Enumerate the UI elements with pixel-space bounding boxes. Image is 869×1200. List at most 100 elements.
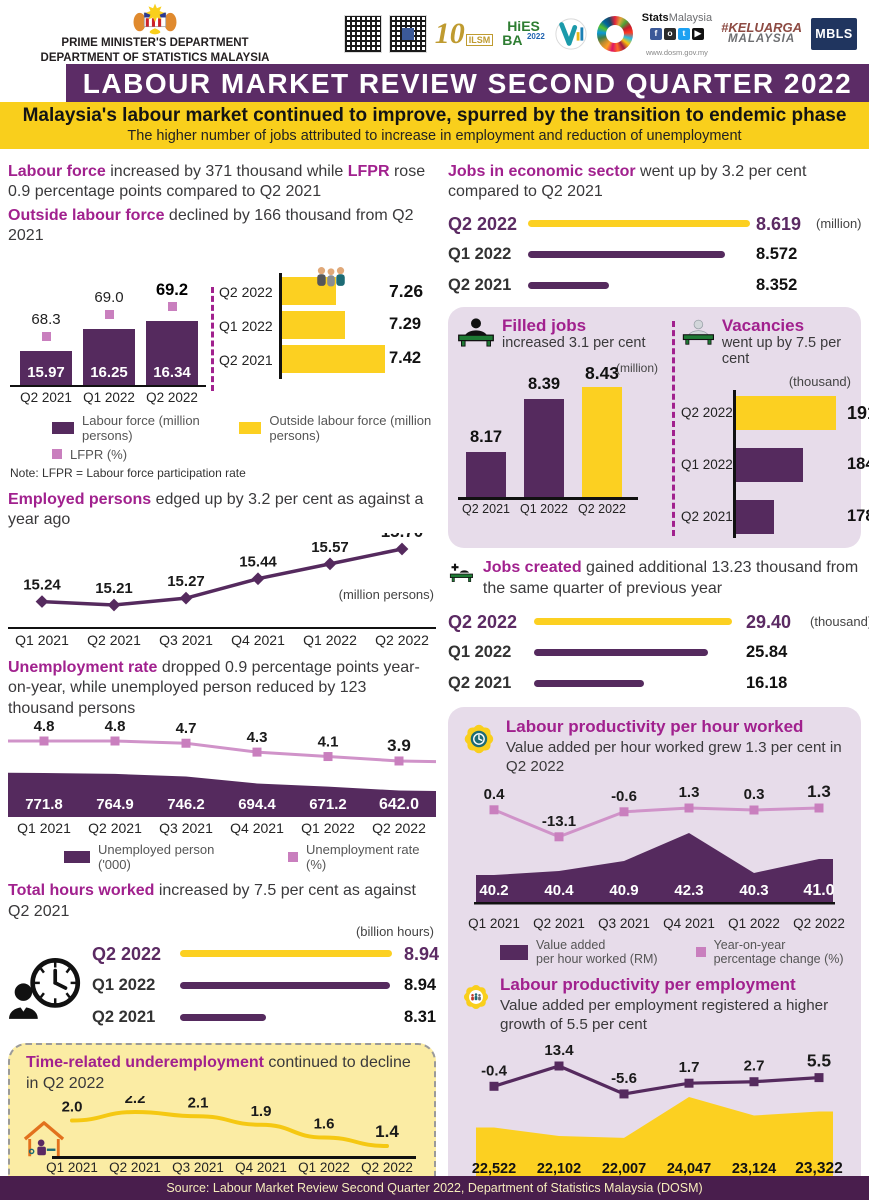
bar [180,982,390,990]
line [493,806,820,839]
time-underemployment-heading: Time-related underemployment continued t… [26,1053,418,1094]
legend-label: Unemployment rate (%) [306,842,420,873]
labour-force-heading: Labour force increased by 371 thousand w… [8,162,436,203]
legend-label: Value added per hour worked (RM) [536,938,658,967]
category-label: Q2 2021 [87,631,141,648]
jobs-created-desk-icon [449,563,473,583]
subtitle-main: Malaysia's labour market continued to im… [22,105,847,126]
heading-highlight: LFPR [347,163,390,180]
x-axis [52,1156,416,1159]
value-label: 2.2 [125,1096,146,1107]
productivity-box: Labour productivity per hour worked Valu… [448,707,861,1200]
category-label: Q2 2021 [462,502,510,517]
unemployment-area-chart: 4.8 771.8 4.8 764.9 4.7 746.2 4.3 694.4 4.1 671.2… [8,718,437,839]
value-label: 2.7 [744,1058,765,1075]
labour-force-charts: 15.97 Q2 2021 68.3 16.25 Q1 2022 69.0 16.34 Q2 … [8,266,436,407]
category-label: Q1 2022 [92,976,156,995]
marker [554,1061,564,1071]
qr-code-facebook-icon [389,15,426,52]
category-label: Q4 2021 [235,1160,287,1176]
category-label: Q2 2021 [448,674,512,693]
x-axis [10,384,206,388]
bar [282,276,336,305]
marker [104,309,114,319]
category-label: Q2 2022 [793,916,845,932]
axis-unit-label: (thousand) [810,614,869,630]
bar-value: 25.84 [746,643,788,662]
y-axis [733,390,736,539]
bar-value: 7.29 [389,314,422,333]
productivity-hour-legend: Value added per hour worked (RM) Year-on… [500,938,849,967]
bar-value: 7.42 [389,348,422,367]
value-label: 15.21 [95,580,133,597]
marker [395,542,409,556]
bar [180,950,392,958]
marker [749,805,759,815]
marker [323,752,333,762]
labour-force-bar-chart: 15.97 Q2 2021 68.3 16.25 Q1 2022 69.0 16.34 Q2 … [8,273,208,407]
sdg-wheel-icon [596,15,633,52]
heading-highlight: Jobs created [482,559,582,577]
total-hours-heading: Total hours worked increased by 7.5 per … [8,881,436,922]
value-label: 42.3 [674,882,703,899]
bar [736,396,836,431]
bar [736,500,774,535]
twitter-icon: t [677,27,690,40]
people-group-icon [317,266,345,287]
statsmalaysia-logo: StatsMalaysia f o t ▶ www.dosm.gov.my [642,8,712,59]
heading-text: gained additional 13.23 thousand from th… [482,559,859,597]
vacancies-pane: Vacancies went up by 7.5 per cent (thous… [681,315,869,540]
heading-text: edged up by 3.2 per cent as against a ye… [8,490,424,529]
instagram-icon: o [663,27,676,40]
category-label: Q3 2021 [598,916,650,932]
category-label: Q2 2021 [448,275,512,294]
bar [180,1014,266,1022]
bar [534,680,644,688]
line [41,547,403,607]
value-label: 24,047 [667,1161,711,1177]
vacancies-title: Vacancies [721,315,805,335]
time-underemployment-line-chart: 2.0 2.2 2.1 1.9 1.6 1.4 Q1 2021 Q2 2021 Q3 2021 Q… [23,1090,422,1180]
category-label: Q3 2021 [159,631,213,648]
marker [684,1078,694,1088]
ba-text: BA [502,31,523,48]
legend-label: Year-on-year percentage change (%) [713,938,844,967]
category-label: Q1 2021 [468,916,520,932]
heading-text: dropped 0.9 percentage points year-on-ye… [8,658,420,717]
marker [489,1081,499,1091]
category-label: Q2 2021 [533,916,585,932]
productivity-hour-title: Labour productivity per hour worked [505,717,804,737]
marker [251,572,265,585]
marker [554,832,564,842]
value-label: 4.8 [34,721,55,735]
category-label: Q2 2022 [372,820,426,837]
heading-text: continued to decline in Q2 2022 [26,1054,411,1092]
productivity-hour-subtitle: Value added per hour worked grew 1.3 per… [505,739,842,776]
axis-unit-label: (billion hours) [355,924,434,940]
category-label: Q1 2022 [83,389,135,405]
jobs-created-hbar-chart: Q2 2022 29.40 (thousand) Q1 2022 25.84 Q2 202… [448,607,869,699]
axis-unit-label: (million) [616,361,658,376]
value-label: -0.4 [481,1062,508,1079]
area [476,833,833,903]
chart-canvas: 15.24 15.21 15.27 15.44 15.57 15.70 [23,522,423,612]
jobs-sector-hbar-chart: Q2 2022 8.619 (million) Q1 2022 8.572 Q2 2021… [448,209,862,301]
filled-vacancies-box: Filled jobs increased 3.1 per cent (mill… [448,306,869,549]
filled-desk-icon [458,318,494,347]
legend-swatch-rate [288,852,299,863]
category-label: Q2 2022 [578,502,626,517]
filled-jobs-bar-chart: (million) 8.17 Q2 2021 8.39 Q1 2022 8.43 Q2 2… [456,355,666,523]
legend-label: Outside labour force (million persons) [269,412,432,443]
bar-value: 8.352 [756,275,798,294]
bar-value: 8.39 [527,375,561,394]
legend-label: Unemployed person ('000) [98,842,215,873]
value-label: 1.6 [314,1116,335,1133]
marker [41,331,51,341]
value-label: 22,102 [537,1161,581,1177]
category-label: Q3 2021 [172,1160,224,1176]
legend-swatch-unemployed [64,851,90,864]
hies-year: 2022 [526,31,545,41]
x-axis [458,497,638,500]
heading-text: rose 0.9 percentage points compared to Q… [8,163,426,201]
